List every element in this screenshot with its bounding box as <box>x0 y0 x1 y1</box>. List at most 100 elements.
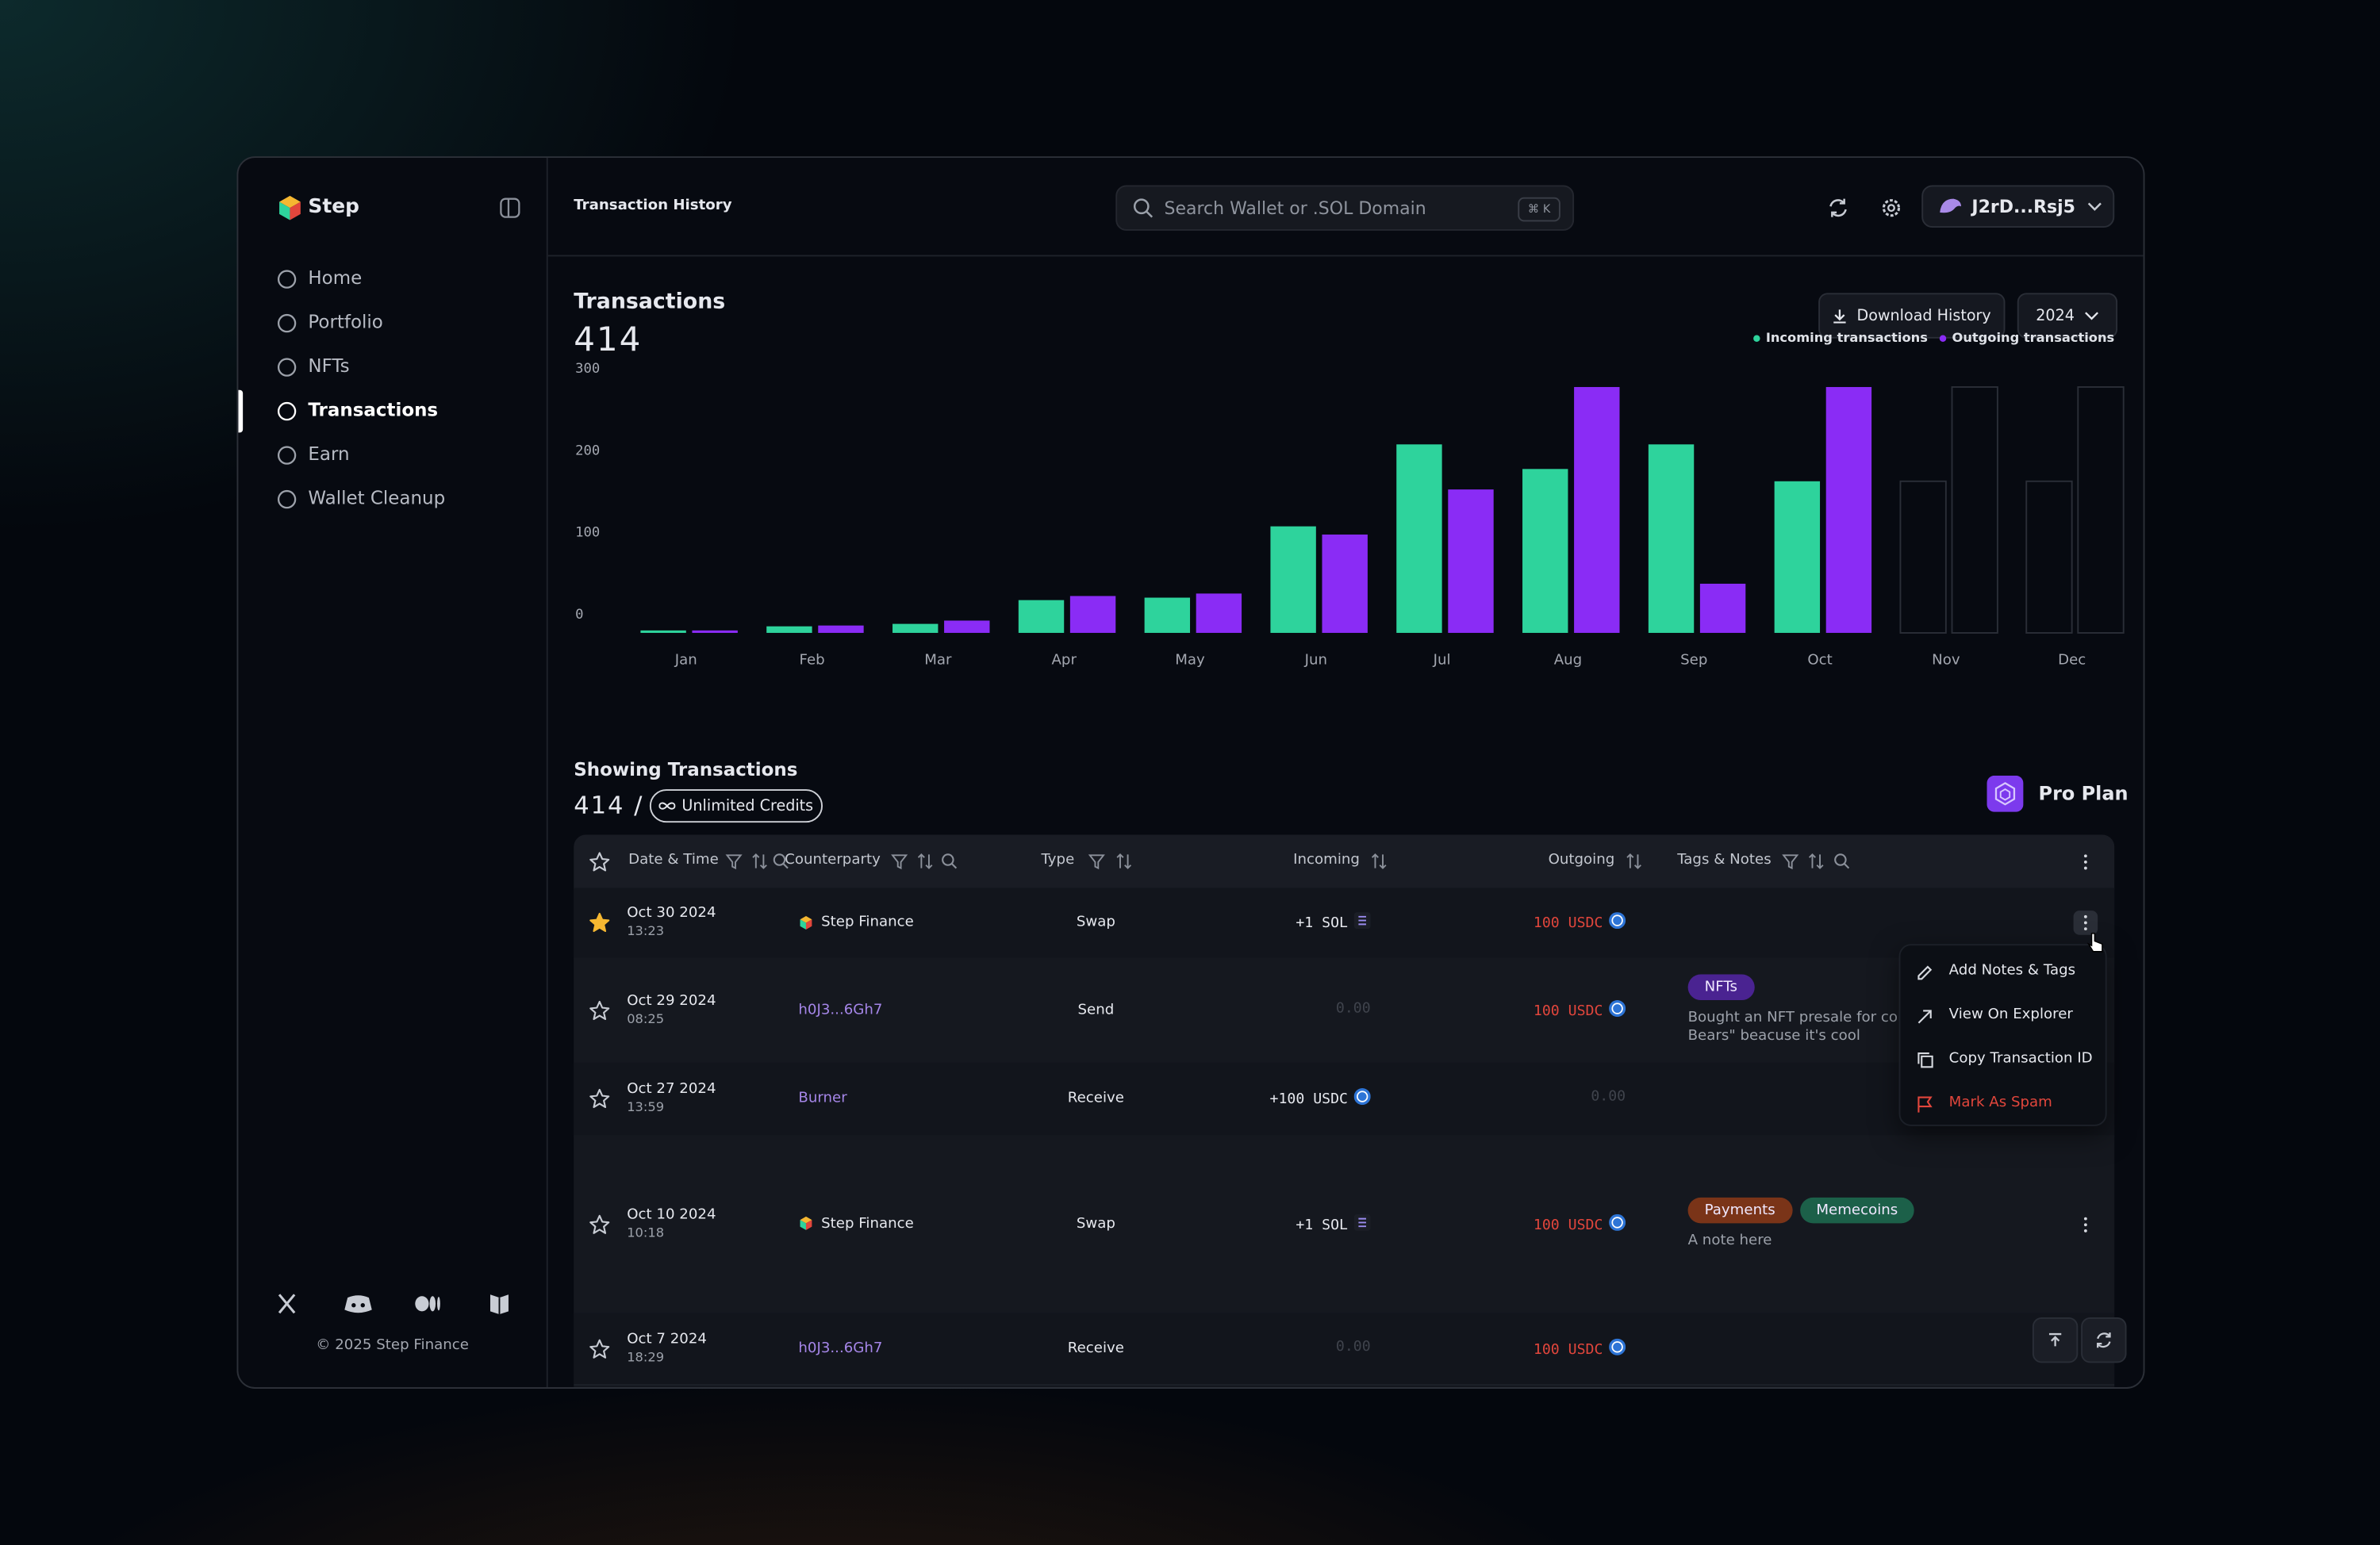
column-control[interactable] <box>917 853 934 869</box>
menu-item[interactable]: View On Explorer <box>1916 1006 2098 1028</box>
column-control[interactable] <box>1833 853 1850 869</box>
counterparty[interactable]: h0J3...6Gh7 <box>798 1340 882 1356</box>
type: Send <box>1077 1001 1115 1018</box>
collapse-button[interactable] <box>499 197 520 219</box>
chevron <box>2084 312 2098 320</box>
nav-item[interactable]: Transactions <box>238 389 546 433</box>
tag[interactable]: NFTs <box>1687 974 1754 1001</box>
column-header[interactable]: Type <box>1041 851 1075 868</box>
column-header[interactable]: Date & Time <box>628 851 719 868</box>
reload-button[interactable] <box>2081 1317 2127 1363</box>
row-actions[interactable] <box>2074 850 2098 875</box>
bar <box>1699 583 1746 633</box>
star-toggle[interactable] <box>589 1213 610 1235</box>
type: Swap <box>1076 913 1115 931</box>
note: A note here <box>1688 1233 2098 1251</box>
wallet-button[interactable]: J2rD...Rsj5 <box>1921 185 2115 228</box>
icon-shape <box>1834 853 1847 866</box>
column-control[interactable] <box>1115 853 1132 869</box>
icon-shape <box>1917 1010 1932 1024</box>
icon-shape <box>800 1216 812 1224</box>
social-links <box>278 1294 509 1315</box>
icon-shape <box>1917 965 1933 980</box>
star-toggle[interactable] <box>589 1338 610 1359</box>
cursor <box>2086 933 2103 953</box>
table-row[interactable]: Oct 29 2024 08:25 h0J3...6Gh7 Send 0.00 100 U… <box>574 957 2115 1064</box>
docs-link[interactable] <box>489 1294 509 1315</box>
tag[interactable]: Payments <box>1687 1197 1792 1224</box>
summary-count: 414 <box>574 321 643 360</box>
table-row[interactable]: Oct 27 2024 13:59 Burner Receive +100 USDC 0.… <box>574 1062 2115 1137</box>
outgoing-amount: 100 USDC <box>1533 1337 1626 1358</box>
row-actions[interactable] <box>2073 911 2098 935</box>
nav-item[interactable]: NFTs <box>238 355 546 380</box>
star-toggle[interactable] <box>589 999 610 1021</box>
x-tick-label: Aug <box>1554 651 1582 668</box>
column-control[interactable] <box>1782 853 1799 870</box>
column-control[interactable] <box>1088 853 1105 870</box>
column-header[interactable]: Tags & Notes <box>1677 851 1772 868</box>
counterparty[interactable]: Burner <box>798 1090 846 1106</box>
refresh-button[interactable] <box>1828 197 1849 219</box>
nav-item[interactable]: Earn <box>238 443 546 468</box>
column-control[interactable] <box>1808 853 1825 869</box>
column-control[interactable] <box>725 853 743 870</box>
table-row[interactable]: Oct 30 2024 13:23 Step Finance Swap +1 SOL 10… <box>574 888 2115 960</box>
menu-icon <box>1917 1096 1933 1113</box>
column-header[interactable]: Counterparty <box>785 851 881 868</box>
nav-icon <box>277 313 297 333</box>
column-control[interactable] <box>773 853 789 869</box>
token-icon <box>1609 912 1626 930</box>
column-control[interactable] <box>1626 853 1642 869</box>
star-shape <box>589 999 610 1020</box>
amount: 0.00 <box>1335 1337 1371 1355</box>
table-row[interactable]: Oct 10 2024 10:18 Step Finance Swap +1 SOL 10… <box>574 1135 2115 1315</box>
placeholder-bar <box>1899 480 1947 634</box>
menu-item[interactable]: Copy Transaction ID <box>1916 1050 2098 1072</box>
icon-shape <box>1357 1091 1368 1102</box>
column-control[interactable] <box>751 853 768 869</box>
counterparty[interactable]: Step Finance <box>798 914 914 930</box>
outgoing-amount: 100 USDC <box>1534 912 1626 932</box>
nav-item[interactable]: Portfolio <box>238 311 546 335</box>
nav-icon <box>277 446 297 465</box>
year-select[interactable]: 2024 <box>2017 293 2118 339</box>
menu-item[interactable]: Add Notes & Tags <box>1916 962 2098 983</box>
counterparty[interactable]: Step Finance <box>798 1215 914 1232</box>
discord-link[interactable] <box>344 1295 372 1313</box>
nav-item[interactable]: Home <box>238 267 546 292</box>
row-actions[interactable] <box>2074 1212 2098 1236</box>
search-box[interactable]: Search Wallet or .SOL Domain ⌘ K <box>1115 185 1575 231</box>
column-header[interactable]: Outgoing <box>1548 851 1615 868</box>
note-line: Bought an NFT presale for coll <box>1687 1009 1906 1026</box>
x-link[interactable] <box>278 1294 296 1314</box>
column-control[interactable] <box>891 853 908 870</box>
star-toggle[interactable] <box>589 912 610 934</box>
counterparty-name: Burner <box>798 1089 847 1107</box>
star-toggle[interactable] <box>589 852 610 873</box>
app-window: Step © 2025 Step Finance Home Portfolio NF… <box>236 156 2145 1389</box>
scroll-top-button[interactable] <box>2032 1317 2079 1363</box>
nav-label: Home <box>308 266 363 289</box>
column-control[interactable] <box>941 853 958 869</box>
star-toggle[interactable] <box>589 1088 610 1110</box>
nav-label: NFTs <box>308 355 350 377</box>
x-tick-label: Jan <box>674 651 697 668</box>
nav-item[interactable]: Wallet Cleanup <box>238 487 546 512</box>
medium-link[interactable] <box>415 1296 440 1312</box>
column-control[interactable] <box>1371 853 1388 869</box>
table-row[interactable]: Oct 7 2024 18:29 h0J3...6Gh7 Receive 0.00 100… <box>574 1313 2115 1386</box>
column-header[interactable]: Incoming <box>1293 851 1360 868</box>
tag[interactable]: Memecoins <box>1799 1197 1915 1224</box>
amount: 100 USDC <box>1533 1340 1603 1358</box>
y-tick-label: 0 <box>575 607 583 623</box>
settings-button[interactable] <box>1881 197 1902 219</box>
icon-shape <box>1611 1002 1623 1014</box>
download-button[interactable]: Download History <box>1818 293 2006 339</box>
menu-item[interactable]: Mark As Spam <box>1916 1095 2098 1116</box>
counterparty[interactable]: h0J3...6Gh7 <box>798 1001 882 1018</box>
x-tick-label: Sep <box>1680 651 1707 668</box>
icon-shape <box>1611 1216 1623 1228</box>
icon-shape <box>800 1220 806 1230</box>
